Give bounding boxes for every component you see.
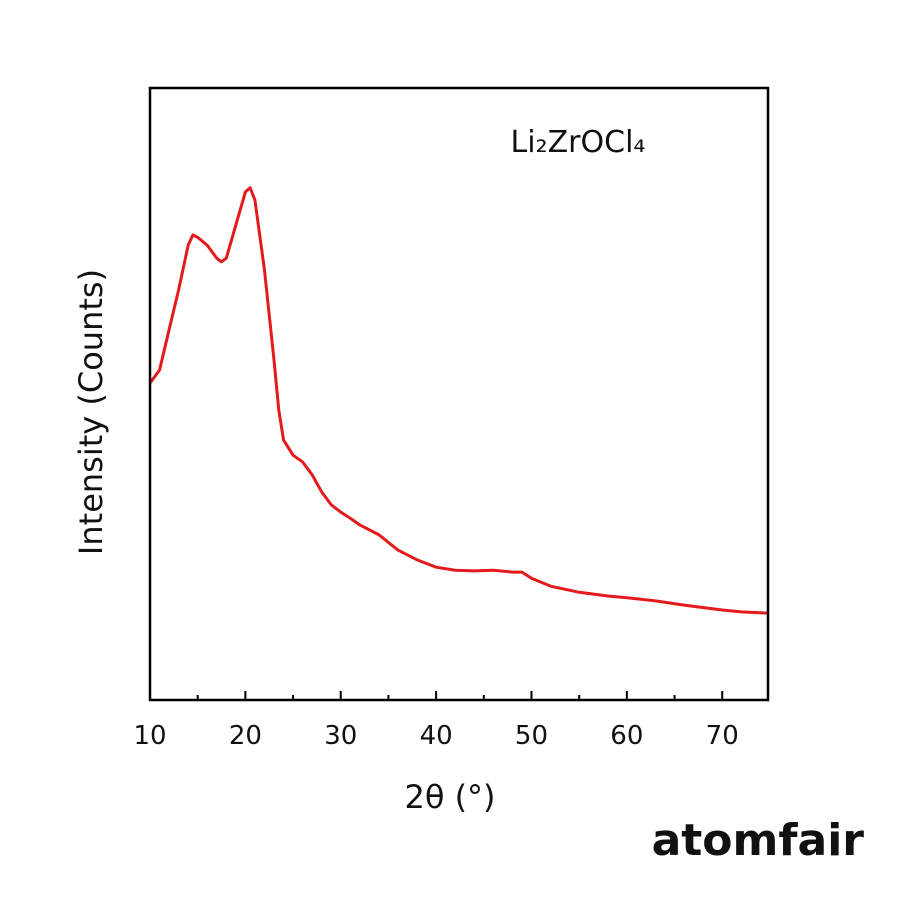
x-axis-label: 2θ (°) <box>404 778 495 816</box>
y-axis-label: Intensity (Counts) <box>72 269 110 555</box>
plot-frame <box>148 86 770 702</box>
x-tick-label: 50 <box>515 721 548 751</box>
x-tick-label: 60 <box>610 721 643 751</box>
x-tick-label: 70 <box>706 721 739 751</box>
watermark: atomfair <box>652 815 865 866</box>
x-tick-label: 10 <box>133 721 166 751</box>
x-tick-label: 40 <box>420 721 453 751</box>
data-line <box>148 186 769 615</box>
annotation: Li₂ZrOCl₄ <box>511 125 646 160</box>
x-tick-label: 30 <box>324 721 357 751</box>
x-tick-label: 20 <box>229 721 262 751</box>
